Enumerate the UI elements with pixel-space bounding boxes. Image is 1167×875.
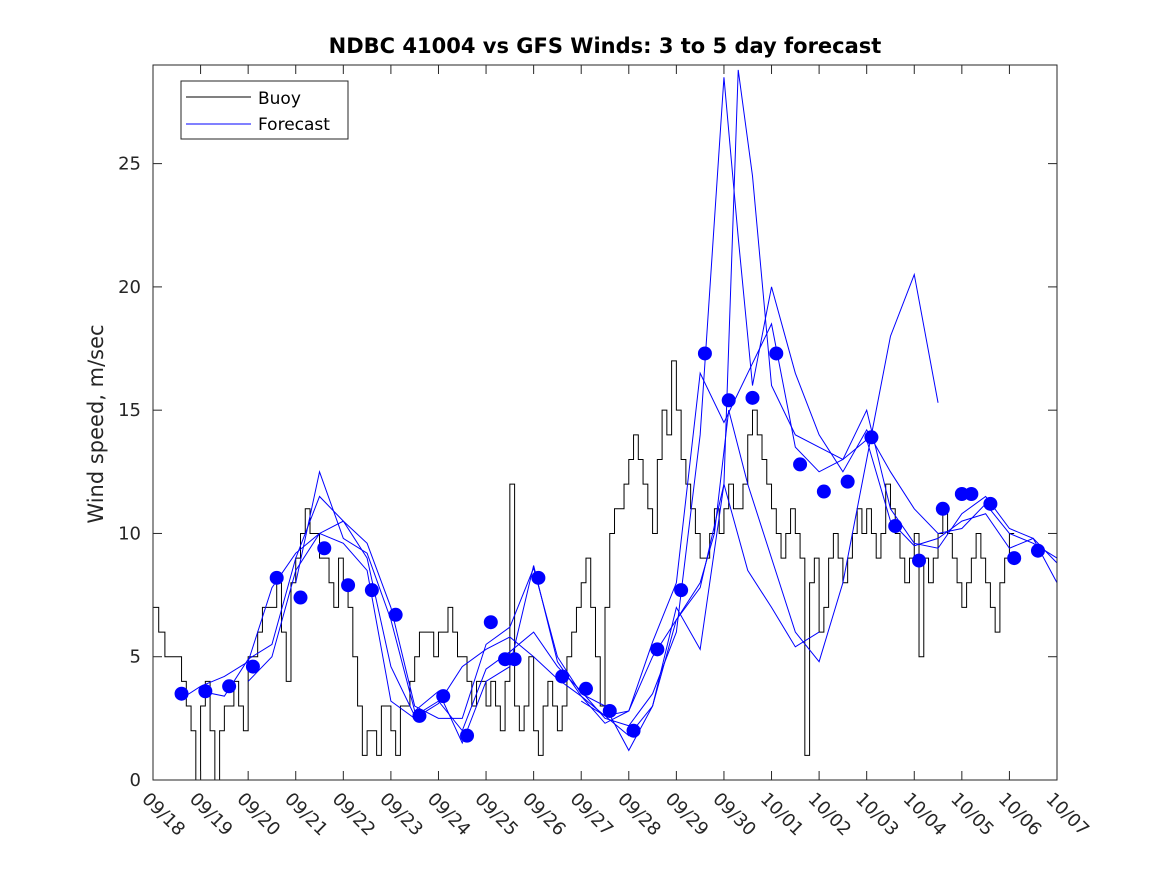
x-tick-label: 10/02	[804, 789, 856, 841]
forecast-mean-dot	[964, 487, 979, 501]
forecast-mean-dot	[507, 652, 522, 667]
dots-layer	[174, 346, 1045, 743]
forecast-mean-dot	[388, 607, 403, 622]
forecast-mean-dot	[1007, 551, 1022, 566]
forecast-mean-dot	[864, 430, 879, 445]
x-tick-label: 09/25	[471, 789, 523, 841]
forecast-mean-dot	[769, 346, 784, 361]
forecast-mean-dot	[674, 583, 689, 598]
x-tick-label: 10/06	[994, 789, 1046, 841]
forecast-series-line-5	[580, 272, 939, 717]
forecast-mean-dot	[222, 679, 237, 694]
x-tick-label: 09/27	[566, 789, 618, 841]
forecast-mean-dot	[293, 590, 308, 605]
forecast-series-line-4	[295, 469, 820, 745]
y-axis: 0 5 10 15 20 25	[118, 154, 1057, 791]
forecast-mean-dot	[912, 553, 927, 568]
forecast-mean-dot	[935, 501, 950, 516]
x-tick-label: 09/26	[518, 789, 570, 841]
plot-frame	[152, 64, 1058, 781]
forecast-mean-dot	[555, 669, 570, 684]
forecast-mean-dot	[793, 457, 808, 472]
forecast-mean-dot	[602, 703, 617, 718]
forecast-mean-dot	[531, 570, 546, 585]
y-tick-label: 5	[130, 647, 141, 668]
x-tick-label: 10/01	[756, 789, 808, 841]
forecast-mean-dot	[198, 684, 213, 699]
forecast-mean-dot	[626, 723, 641, 738]
forecast-mean-dot	[1030, 543, 1045, 558]
forecast-mean-dot	[412, 708, 427, 723]
forecast-mean-dot	[745, 390, 760, 405]
x-tick-label: 09/19	[185, 789, 237, 841]
forecast-mean-dot	[483, 615, 498, 630]
forecast-mean-dot	[269, 570, 284, 585]
forecast-mean-dot	[983, 496, 998, 511]
forecast-mean-dot	[650, 642, 665, 657]
forecast-mean-dot	[888, 519, 903, 534]
x-tick-label: 10/04	[899, 789, 951, 841]
x-tick-label: 09/28	[613, 789, 665, 841]
x-tick-label: 09/18	[137, 789, 189, 841]
forecast-mean-dot	[816, 484, 831, 499]
forecast-series-line-1	[181, 322, 1058, 724]
forecast-series-line-3	[247, 69, 1058, 752]
x-tick-label: 09/21	[280, 789, 332, 841]
y-tick-label: 25	[118, 154, 141, 175]
x-tick-label: 09/30	[708, 789, 760, 841]
legend-forecast-label: Forecast	[258, 115, 330, 135]
legend-box	[180, 80, 349, 140]
chart-title: NDBC 41004 vs GFS Winds: 3 to 5 day fore…	[329, 34, 882, 58]
series-layer	[153, 69, 1058, 781]
y-tick-label: 15	[118, 400, 141, 421]
x-tick-label: 09/22	[328, 789, 380, 841]
x-tick-label: 09/20	[233, 789, 285, 841]
x-tick-label: 09/29	[661, 789, 713, 841]
x-tick-label: 10/05	[946, 789, 998, 841]
forecast-mean-dot	[174, 686, 189, 701]
forecast-mean-dot	[364, 583, 379, 598]
forecast-mean-dot	[460, 728, 475, 743]
buoy-series-line	[153, 360, 1015, 781]
legend-buoy-label: Buoy	[258, 89, 301, 109]
x-tick-label: 10/03	[851, 789, 903, 841]
y-tick-label: 20	[118, 277, 141, 298]
forecast-series-line-2	[200, 77, 1058, 732]
y-tick-label: 10	[118, 523, 141, 544]
y-axis-label: Wind speed, m/sec	[84, 324, 108, 523]
x-tick-label: 10/07	[1041, 789, 1093, 841]
forecast-mean-dot	[721, 393, 736, 408]
forecast-mean-dot	[697, 346, 712, 361]
forecast-mean-dot	[436, 689, 451, 704]
x-tick-label: 09/24	[423, 789, 475, 841]
y-tick-label: 0	[130, 770, 141, 791]
x-tick-label: 09/23	[375, 789, 427, 841]
forecast-mean-dot	[317, 541, 332, 556]
forecast-mean-dot	[245, 659, 260, 674]
forecast-mean-dot	[341, 578, 356, 593]
forecast-mean-dot	[840, 474, 855, 489]
legend: Buoy Forecast	[180, 80, 349, 140]
forecast-mean-dot	[578, 681, 593, 696]
